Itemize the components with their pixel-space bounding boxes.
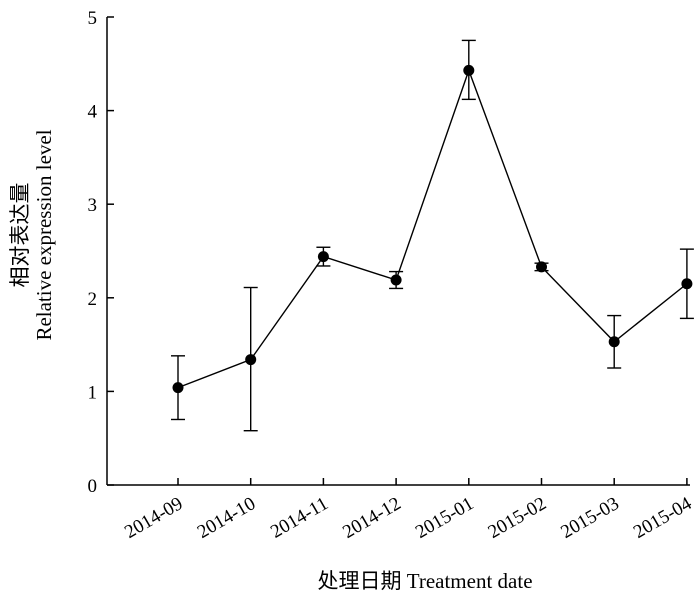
- x-tick-label: 2015-04: [630, 493, 696, 543]
- data-point: [245, 354, 257, 366]
- x-tick-label: 2014-10: [194, 493, 259, 543]
- data-point: [536, 261, 547, 273]
- y-tick-label: 1: [88, 382, 98, 403]
- y-tick-label: 3: [88, 195, 98, 216]
- x-tick-label: 2015-03: [557, 493, 622, 543]
- y-tick-label: 0: [88, 476, 98, 497]
- y-axis-title-cn: 相对表达量: [8, 183, 32, 288]
- y-tick-label: 5: [88, 8, 98, 29]
- y-axis: 0 1 2 3 4 5: [88, 8, 114, 497]
- series-line: [177, 68, 688, 389]
- x-axis: 2014-09 2014-10 2014-11 2014-12 2015-01 2015-…: [107, 478, 696, 543]
- x-tick-label: 2014-12: [339, 493, 404, 543]
- x-tick-label: 2015-01: [412, 493, 477, 543]
- y-tick-label: 4: [88, 102, 98, 123]
- plot-area: [171, 39, 694, 432]
- x-tick-label: 2015-02: [485, 493, 550, 543]
- data-point: [681, 278, 693, 290]
- x-tick-label: 2014-09: [121, 493, 186, 543]
- data-point: [390, 274, 402, 286]
- x-tick-label: 2014-11: [267, 493, 332, 542]
- y-axis-title-en: Relative expression level: [32, 129, 56, 340]
- x-axis-title: 处理日期 Treatment date: [317, 569, 532, 593]
- y-tick-label: 2: [88, 289, 98, 310]
- data-point: [172, 382, 184, 394]
- data-point: [463, 64, 475, 76]
- data-point: [608, 336, 620, 348]
- data-point: [317, 251, 329, 263]
